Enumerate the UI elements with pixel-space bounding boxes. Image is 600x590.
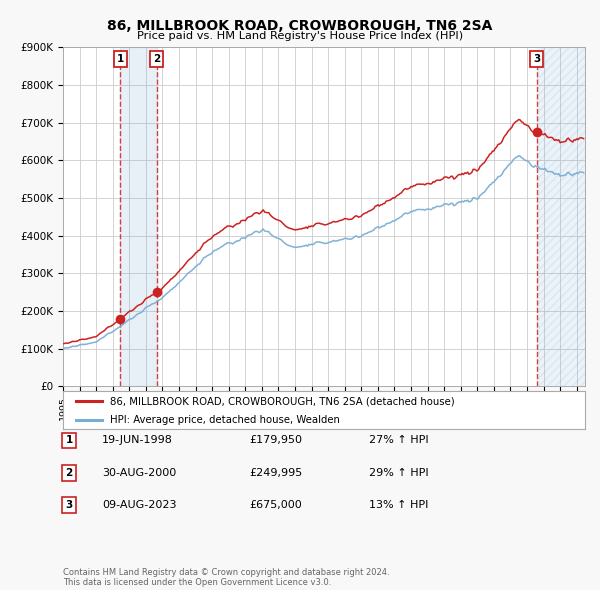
Text: £249,995: £249,995: [249, 468, 302, 478]
Text: £675,000: £675,000: [249, 500, 302, 510]
Text: 86, MILLBROOK ROAD, CROWBOROUGH, TN6 2SA (detached house): 86, MILLBROOK ROAD, CROWBOROUGH, TN6 2SA…: [110, 396, 455, 407]
Text: 1: 1: [117, 54, 124, 64]
Bar: [121, 47, 157, 386]
Text: 29% ↑ HPI: 29% ↑ HPI: [369, 468, 428, 478]
Text: Price paid vs. HM Land Registry's House Price Index (HPI): Price paid vs. HM Land Registry's House …: [137, 31, 463, 41]
Text: 2: 2: [153, 54, 160, 64]
Text: 86, MILLBROOK ROAD, CROWBOROUGH, TN6 2SA: 86, MILLBROOK ROAD, CROWBOROUGH, TN6 2SA: [107, 19, 493, 33]
Bar: [537, 47, 585, 386]
Text: 3: 3: [533, 54, 541, 64]
Text: 3: 3: [65, 500, 73, 510]
Text: 30-AUG-2000: 30-AUG-2000: [102, 468, 176, 478]
Text: 1: 1: [65, 435, 73, 445]
Text: 2: 2: [65, 468, 73, 478]
Text: 09-AUG-2023: 09-AUG-2023: [102, 500, 176, 510]
Text: HPI: Average price, detached house, Wealden: HPI: Average price, detached house, Weal…: [110, 415, 340, 425]
Text: 27% ↑ HPI: 27% ↑ HPI: [369, 435, 428, 445]
Text: Contains HM Land Registry data © Crown copyright and database right 2024.
This d: Contains HM Land Registry data © Crown c…: [63, 568, 389, 587]
Text: 13% ↑ HPI: 13% ↑ HPI: [369, 500, 428, 510]
Text: £179,950: £179,950: [249, 435, 302, 445]
Text: 19-JUN-1998: 19-JUN-1998: [102, 435, 173, 445]
